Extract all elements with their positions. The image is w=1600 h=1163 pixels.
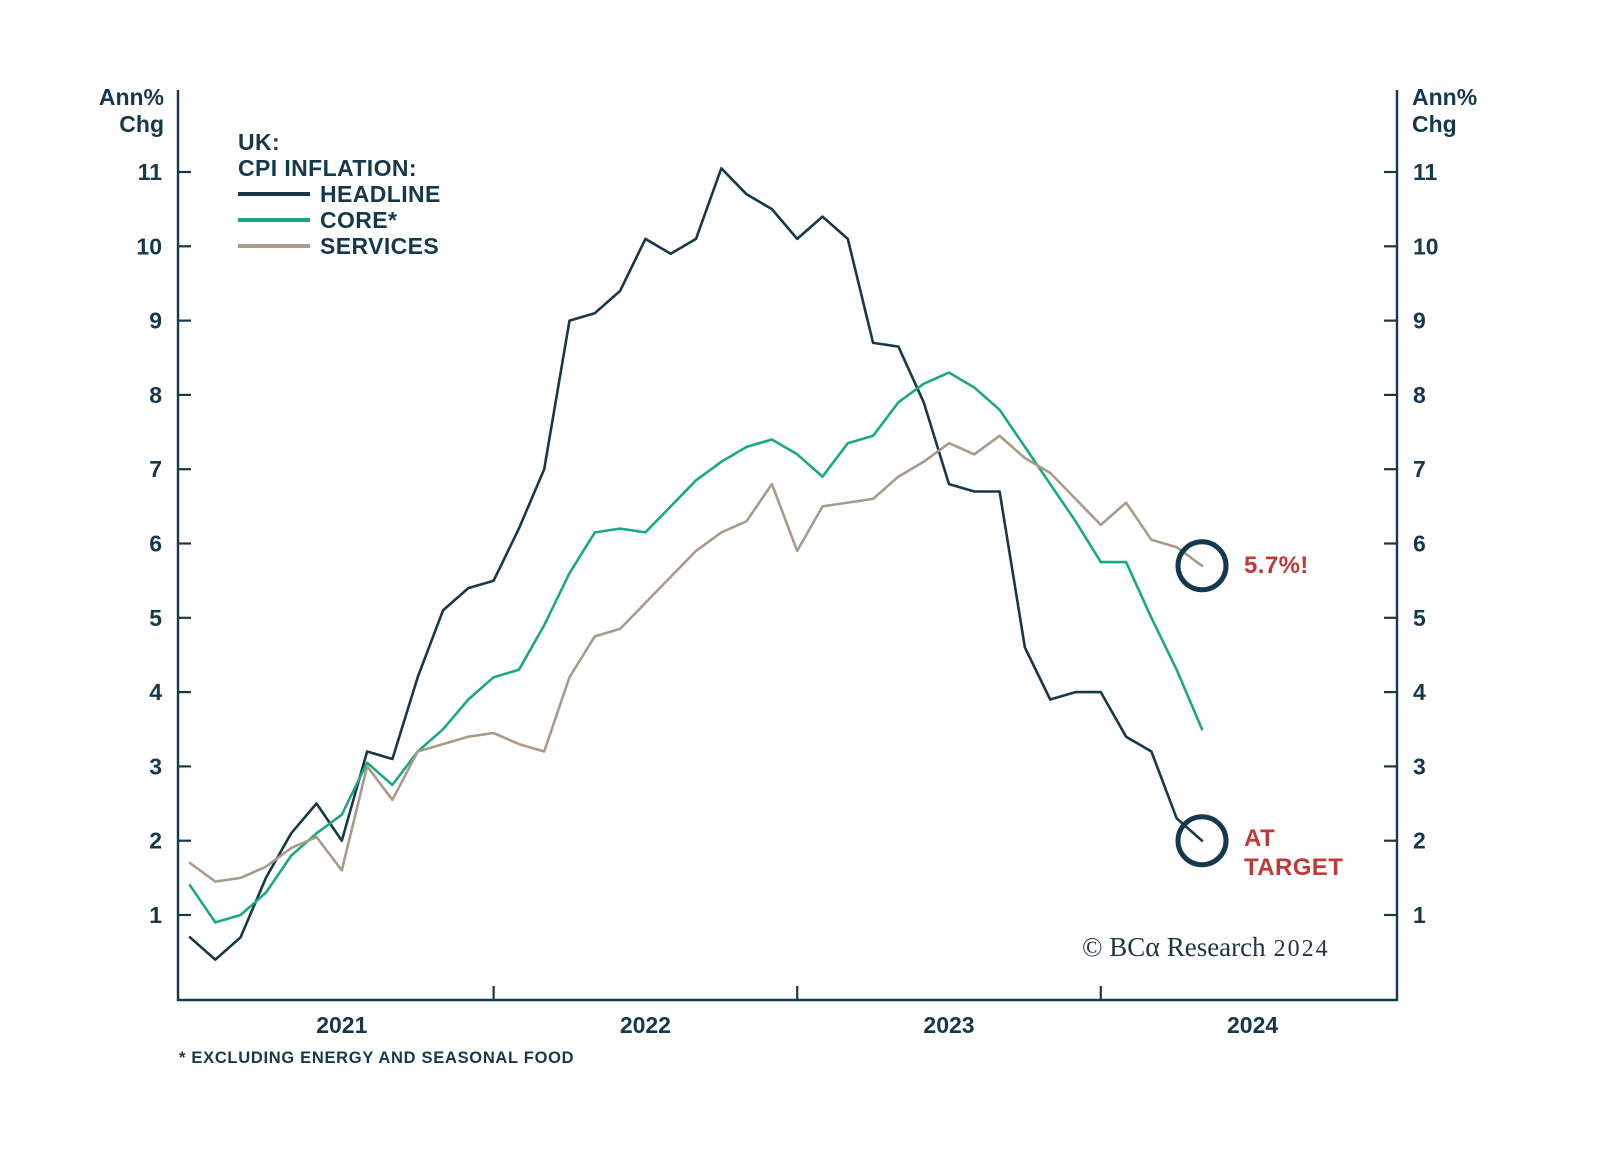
legend-title-region: UK: bbox=[238, 129, 281, 155]
legend-item-services: SERVICES bbox=[238, 233, 441, 259]
copyright-prefix: © BC bbox=[1082, 932, 1146, 962]
x-tick-label-year: 2023 bbox=[923, 1012, 974, 1038]
headline-line-swatch bbox=[238, 192, 310, 196]
copyright-alpha-glyph: α bbox=[1145, 932, 1160, 963]
y-tick-label-left: 6 bbox=[149, 531, 162, 557]
y-tick-label-left: 10 bbox=[136, 233, 162, 259]
y-tick-label-right: 10 bbox=[1413, 233, 1439, 259]
y-tick-label-left: 1 bbox=[149, 902, 162, 928]
y-tick-label-right: 9 bbox=[1413, 308, 1426, 334]
y-axis-unit-right-line2: Chg bbox=[1412, 111, 1457, 137]
series-line-services bbox=[188, 434, 1204, 883]
x-tick-label-year: 2021 bbox=[316, 1012, 367, 1038]
endpoint-ring-services bbox=[1175, 539, 1229, 593]
y-axis-unit-right-line1: Ann% bbox=[1412, 84, 1478, 110]
y-tick-label-right: 2 bbox=[1413, 828, 1426, 854]
y-tick-label-right: 5 bbox=[1413, 605, 1426, 631]
y-tick-label-left: 8 bbox=[149, 382, 162, 408]
legend: UK: CPI INFLATION: HEADLINE CORE* SERVIC… bbox=[238, 129, 441, 259]
core-line-swatch bbox=[238, 218, 310, 222]
y-tick-label-right: 3 bbox=[1413, 753, 1426, 779]
series-line-headline bbox=[188, 167, 1204, 961]
y-axis-unit-right: Ann% Chg bbox=[1412, 84, 1477, 138]
footnote: * EXCLUDING ENERGY AND SEASONAL FOOD bbox=[179, 1049, 575, 1067]
services-line-swatch bbox=[238, 244, 310, 248]
y-tick-label-left: 4 bbox=[149, 679, 162, 705]
annotation-services-latest: 5.7%! bbox=[1244, 551, 1309, 579]
copyright-suffix: Research bbox=[1159, 932, 1266, 962]
y-axis-unit-left: Ann% Chg bbox=[94, 84, 164, 138]
legend-title-subject: CPI INFLATION: bbox=[238, 155, 417, 181]
y-tick-label-left: 3 bbox=[149, 753, 162, 779]
copyright-year: 2024 bbox=[1273, 936, 1330, 962]
y-tick-label-right: 1 bbox=[1413, 902, 1426, 928]
y-tick-label-right: 4 bbox=[1413, 679, 1426, 705]
y-tick-label-left: 9 bbox=[149, 308, 162, 334]
series-line-core bbox=[188, 371, 1204, 924]
legend-label-core: CORE* bbox=[320, 207, 398, 233]
endpoint-ring-headline bbox=[1175, 814, 1229, 868]
axis-frame bbox=[176, 90, 1399, 1002]
y-tick-label-left: 11 bbox=[138, 159, 163, 185]
y-tick-label-right: 11 bbox=[1413, 159, 1438, 185]
legend-item-headline: HEADLINE bbox=[238, 181, 441, 207]
y-axis-unit-left-line1: Ann% bbox=[98, 84, 164, 110]
legend-item-core: CORE* bbox=[238, 207, 441, 233]
y-tick-label-right: 7 bbox=[1413, 456, 1426, 482]
y-tick-label-right: 6 bbox=[1413, 531, 1426, 557]
y-axis-unit-left-line2: Chg bbox=[119, 111, 164, 137]
y-tick-label-right: 8 bbox=[1413, 382, 1426, 408]
annotation-headline-at-target: AT TARGET bbox=[1244, 824, 1344, 881]
legend-label-headline: HEADLINE bbox=[320, 181, 441, 207]
y-tick-label-left: 5 bbox=[149, 605, 162, 631]
legend-label-services: SERVICES bbox=[320, 233, 440, 259]
x-tick-label-year: 2022 bbox=[620, 1012, 671, 1038]
y-tick-label-left: 7 bbox=[149, 456, 162, 482]
y-tick-label-left: 2 bbox=[149, 828, 162, 854]
x-tick-label-year: 2024 bbox=[1227, 1012, 1278, 1038]
copyright: © BCα Research 2024 bbox=[1082, 932, 1330, 964]
